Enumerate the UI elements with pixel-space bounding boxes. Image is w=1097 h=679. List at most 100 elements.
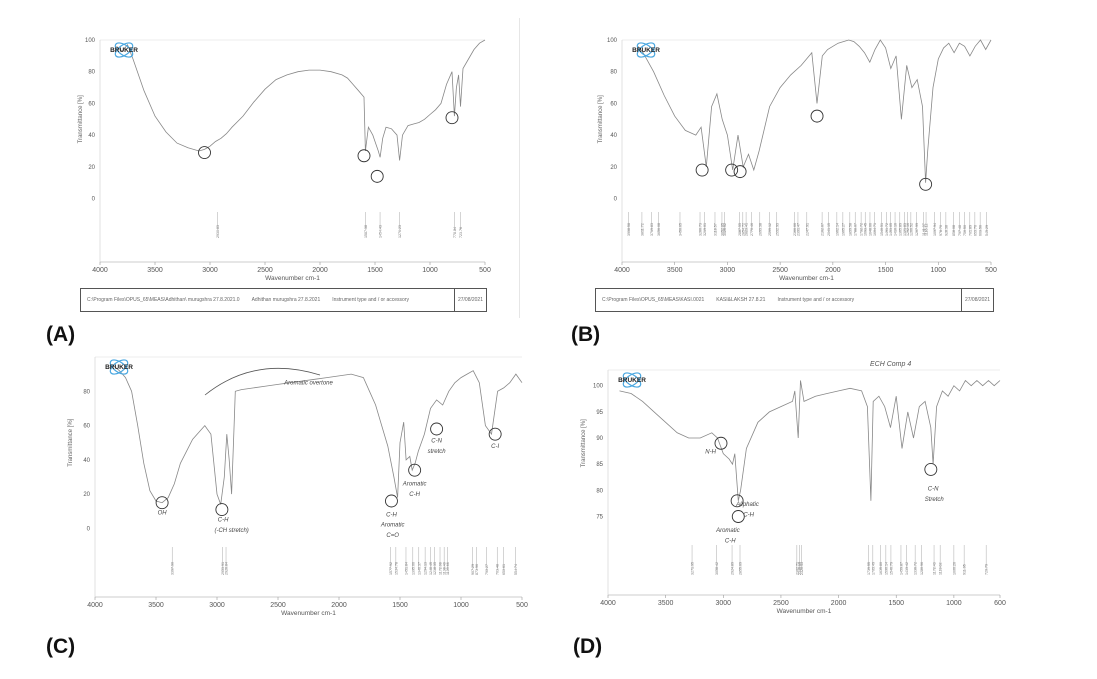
x-tick-label-d-4: 2000 xyxy=(831,600,847,607)
chart-b: 4000 3500 3000 2500 2000 1500 1000 500 0 20 40 60 80… xyxy=(598,38,997,282)
x-tick-label-b-1: 3500 xyxy=(667,267,683,274)
peak-label-b-39: 1141.37 xyxy=(922,223,926,236)
panel-label-a: (A) xyxy=(46,323,76,346)
peak-circle-b-4 xyxy=(919,177,933,191)
peak-label-b-26: 1732.72 xyxy=(860,223,864,236)
peak-label-b-11: 2854.72 xyxy=(741,223,745,236)
annotation-c-8: C-H xyxy=(409,492,420,498)
logo-text-d: BRUKER xyxy=(618,377,646,384)
footer-b: C:\Program Files\OPUS_65\MEAS\KASI.0021 … xyxy=(595,288,994,312)
panel-b: 4000 3500 3000 2500 2000 1500 1000 500 0 20 40 60 80… xyxy=(520,0,1097,346)
peak-circle-c-1 xyxy=(215,503,229,517)
peak-label-c-5: 1451.84 xyxy=(404,562,408,575)
y-axis-label-c: Transmittance [%] xyxy=(68,418,74,466)
y-tick-label-b-3: 60 xyxy=(610,101,617,107)
x-tick-label-a-7: 500 xyxy=(479,267,491,274)
peak-label-b-2: 3719.83 xyxy=(650,223,654,236)
footer-b-sample: KASI&LAKSH 27.8.21 xyxy=(716,297,766,303)
spectrum-line-b xyxy=(637,39,992,183)
footer-b-path: C:\Program Files\OPUS_65\MEAS\KASI.0021 xyxy=(602,297,705,303)
peak-label-b-42: 978.70 xyxy=(939,225,943,236)
spectrum-line-d xyxy=(619,379,1001,501)
annotation-d-5: C-N xyxy=(928,486,939,492)
peak-label-b-4: 3450.65 xyxy=(678,223,682,236)
peak-label-a-4: 778.84 xyxy=(453,227,457,238)
peak-label-c-2: 2926.84 xyxy=(225,562,229,575)
logo-text-a: BRUKER xyxy=(110,47,138,54)
peak-label-b-20: 2102.67 xyxy=(821,223,825,236)
peak-label-d-1: 3058.42 xyxy=(715,562,719,575)
x-axis-label-c: Wavenumber cm-1 xyxy=(281,610,336,617)
peak-label-c-18: 650.61 xyxy=(502,564,506,575)
y-tick-label-c-2: 40 xyxy=(83,458,90,464)
annotation-d-3: Aromatic xyxy=(715,528,740,534)
y-tick-label-c-4: 80 xyxy=(83,389,90,395)
logo-orbit-1-c xyxy=(109,359,129,375)
x-tick-label-a-3: 2500 xyxy=(257,267,273,274)
panel-divider xyxy=(519,18,520,318)
peak-label-b-6: 3219.01 xyxy=(703,223,707,236)
peak-label-b-5: 3260.73 xyxy=(699,223,703,236)
peak-label-b-13: 2770.46 xyxy=(750,223,754,236)
peak-label-a-3: 1276.23 xyxy=(398,225,402,238)
peak-label-c-15: 873.96 xyxy=(475,564,479,575)
peak-circle-c-2 xyxy=(385,494,398,508)
x-tick-label-d-2: 3000 xyxy=(716,600,732,607)
logo-orbit-2-d xyxy=(622,372,642,388)
peak-label-c-4: 1534.78 xyxy=(394,562,398,575)
x-tick-label-d-5: 1500 xyxy=(888,600,904,607)
annotation-c-1: C-H xyxy=(218,518,229,524)
chart-c: 4000 3500 3000 2500 2000 1500 1000 500 0 20 40 60 80… xyxy=(68,356,528,617)
y-tick-label-b-0: 0 xyxy=(614,197,618,203)
peak-circle-c-3 xyxy=(408,463,422,477)
peak-circle-d-0 xyxy=(714,436,728,450)
y-tick-label-c-3: 60 xyxy=(83,424,90,430)
footer-a-sample: Adhithan murugshra 27.8.2021 xyxy=(251,297,321,303)
annotation-c-6: C=O xyxy=(386,533,399,539)
peak-label-b-49: 603.56 xyxy=(979,225,983,236)
annotation-d-4: C-H xyxy=(725,539,736,545)
x-axis-label-d: Wavenumber cm-1 xyxy=(777,608,832,615)
peak-label-b-30: 1540.51 xyxy=(880,223,884,236)
x-tick-label-c-2: 3000 xyxy=(209,602,225,609)
peak-label-d-6: 2320.43 xyxy=(800,562,804,575)
peak-circle-d-3 xyxy=(924,462,938,476)
peak-label-b-24: 1839.58 xyxy=(848,223,852,236)
bruker-logo-d: BRUKER xyxy=(618,372,646,388)
annotation-d-0: N-H xyxy=(705,450,716,456)
peak-label-d-5: 2340.89 xyxy=(798,562,802,575)
y-tick-label-c-0: 0 xyxy=(87,526,91,532)
peak-label-b-18: 2331.47 xyxy=(796,223,800,236)
x-tick-label-b-3: 2500 xyxy=(772,267,788,274)
peak-label-c-0: 3367.90 xyxy=(171,562,175,575)
chart-title-d: ECH Comp 4 xyxy=(870,361,911,368)
peak-label-c-16: 790.27 xyxy=(485,564,489,575)
y-tick-label-b-1: 20 xyxy=(610,165,617,171)
y-tick-label-b-5: 100 xyxy=(607,38,618,44)
panel-label-b: (B) xyxy=(571,323,601,346)
x-tick-label-a-2: 3000 xyxy=(202,267,218,274)
peak-label-b-21: 2041.15 xyxy=(827,223,831,236)
logo-orbit-2-b xyxy=(636,42,656,58)
x-tick-label-c-4: 2000 xyxy=(331,602,347,609)
x-tick-label-d-1: 3500 xyxy=(658,600,674,607)
chart-d: 4000 3500 3000 2500 2000 1500 1000 600 75 80 85 90 9… xyxy=(581,361,1006,615)
peak-label-b-7: 3118.57 xyxy=(713,223,717,236)
logo-orbit-1-b xyxy=(636,42,656,58)
y-tick-label-b-2: 40 xyxy=(610,133,617,139)
peak-label-d-16: 1172.43 xyxy=(933,562,937,575)
peak-label-b-38: 1207.99 xyxy=(915,223,919,236)
peak-label-d-3: 2855.69 xyxy=(739,562,743,575)
peak-label-d-2: 2924.89 xyxy=(731,562,735,575)
peak-label-b-41: 1037.94 xyxy=(933,223,937,236)
peak-label-d-17: 1119.02 xyxy=(939,563,943,575)
y-tick-label-d-0: 75 xyxy=(596,515,603,521)
y-tick-label-d-3: 90 xyxy=(596,436,603,442)
peak-label-d-7: 1739.55 xyxy=(867,562,871,575)
panel-label-d: (D) xyxy=(573,635,603,658)
peak-label-b-1: 3811.72 xyxy=(640,223,644,236)
x-tick-label-a-1: 3500 xyxy=(147,267,163,274)
peak-circle-b-1 xyxy=(725,163,739,177)
peak-label-b-19: 2247.91 xyxy=(805,223,809,236)
logo-text-b: BRUKER xyxy=(632,47,660,54)
